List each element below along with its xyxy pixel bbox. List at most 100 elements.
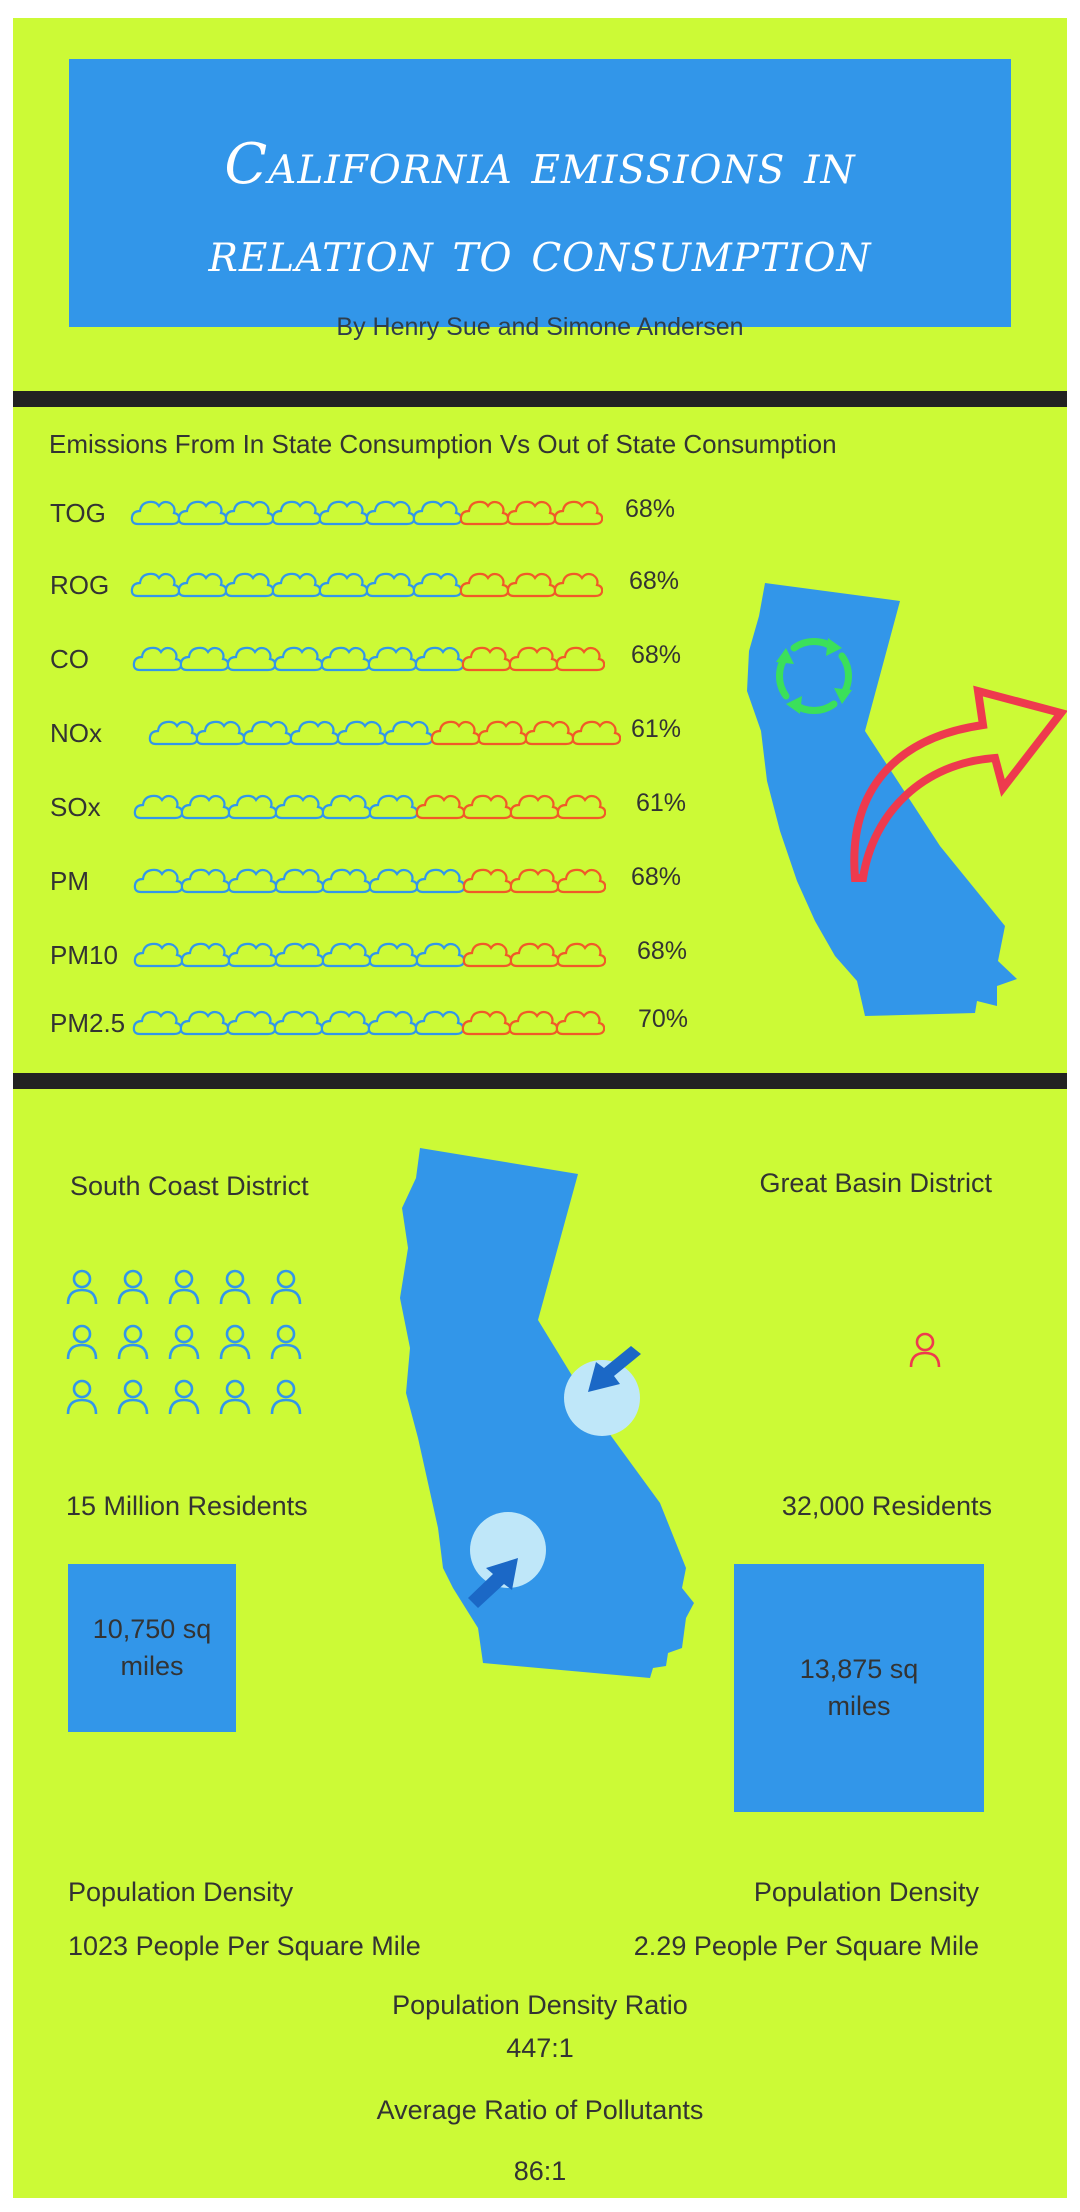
cloud-icon-in-state [226,646,276,672]
cloud-icon-in-state [415,942,465,968]
emission-label-pm10: PM10 [50,940,118,970]
cloud-icon-in-state [412,572,462,598]
cloud-icon-out-of-state [477,720,527,746]
person-icon [270,1379,302,1415]
emission-percent-pm25: 70% [638,1005,689,1033]
cloud-icon-in-state [274,794,324,820]
cloud-icon-in-state [271,572,321,598]
cloud-icon-in-state [274,942,324,968]
cloud-icon-in-state [383,720,433,746]
emission-label-sox: SOx [50,792,101,822]
south-coast-density-value: 1023 People Per Square Mile [68,1931,421,1961]
cloud-icon-out-of-state [462,942,512,968]
cloud-icon-out-of-state [509,794,559,820]
emission-percent-nox: 61% [631,715,682,743]
south-coast-area: 10,750 sq miles [92,1614,212,1681]
person-icon [168,1324,200,1360]
cloud-icon-in-state [274,868,324,894]
emission-label-pm25: PM2.5 [50,1008,126,1038]
page-title: California emissions in relation to cons… [208,132,872,285]
great-basin-residents-icons [908,1331,944,1371]
cloud-icon-in-state [412,500,462,526]
cloud-icon-in-state [133,794,183,820]
cloud-icon-in-state [242,720,292,746]
cloud-icon-in-state [415,868,465,894]
cloud-icon-out-of-state [509,868,559,894]
cloud-icon-out-of-state [461,1010,511,1036]
great-basin-area-square: 13,875 sq miles [734,1564,984,1812]
cloud-icon-in-state [224,500,274,526]
person-icon [219,1269,251,1305]
cloud-icon-out-of-state [415,794,465,820]
cloud-icon-out-of-state [461,646,511,672]
cloud-icon-in-state [180,868,230,894]
emission-percent-co: 68% [631,641,682,669]
cloud-icon-out-of-state [462,794,512,820]
cloud-icon-in-state [148,720,198,746]
great-basin-name: Great Basin District [759,1168,992,1198]
person-icon [270,1324,302,1360]
great-basin-area: 13,875 sq miles [799,1654,919,1721]
section-divider-middle [13,1073,1067,1089]
pollutant-ratio-label: Average Ratio of Pollutants [376,2095,704,2125]
cloud-icon-out-of-state [462,868,512,894]
recycle-arrows-icon [776,638,852,714]
cloud-icon-in-state [224,572,274,598]
cloud-icon-in-state [321,794,371,820]
person-icon [909,1332,941,1368]
cloud-icon-in-state [336,720,386,746]
cloud-icon-in-state [367,646,417,672]
south-coast-residents: 15 Million Residents [66,1491,308,1521]
cloud-icon-in-state [227,794,277,820]
cloud-icon-out-of-state [556,868,606,894]
person-icon [219,1324,251,1360]
cloud-icon-in-state [321,942,371,968]
density-ratio-value: 447:1 [506,2033,574,2063]
person-icon [219,1379,251,1415]
cloud-icon-in-state [133,868,183,894]
cloud-icon-in-state [180,942,230,968]
cloud-icon-in-state [180,794,230,820]
cloud-icon-in-state [318,572,368,598]
cloud-icon-in-state [132,1010,182,1036]
cloud-icon-in-state [273,1010,323,1036]
cloud-icon-out-of-state [556,942,606,968]
person-icon [117,1379,149,1415]
south-coast-area-square: 10,750 sq miles [68,1564,236,1732]
cloud-icon-in-state [179,646,229,672]
cloud-icon-in-state [321,868,371,894]
cloud-icon-out-of-state [571,720,621,746]
emission-label-co: CO [50,644,89,674]
cloud-icon-in-state [414,1010,464,1036]
person-icon [66,1269,98,1305]
cloud-icon-in-state [365,572,415,598]
emission-percent-rog: 68% [629,567,680,595]
emission-label-nox: NOx [50,718,102,748]
cloud-icon-out-of-state [555,1010,605,1036]
cloud-icon-in-state [179,1010,229,1036]
person-icon [117,1324,149,1360]
emission-percent-sox: 61% [636,789,687,817]
california-map-icon [400,1148,694,1678]
infographic-page: California emissions in relation to cons… [13,18,1067,2198]
south-coast-residents-icons [65,1268,335,1448]
cloud-icon-out-of-state [555,646,605,672]
cloud-icon-in-state [320,1010,370,1036]
cloud-icon-out-of-state [524,720,574,746]
cloud-icon-out-of-state [506,500,556,526]
emissions-section-title: Emissions From In State Consumption Vs O… [49,429,837,459]
cloud-icon-in-state [368,868,418,894]
cloud-icon-out-of-state [508,646,558,672]
cloud-icon-out-of-state [553,572,603,598]
emission-label-pm: PM [50,866,89,896]
cloud-icon-in-state [130,572,180,598]
cloud-icon-in-state [365,500,415,526]
person-icon [117,1269,149,1305]
cloud-icon-in-state [226,1010,276,1036]
cloud-icon-out-of-state [553,500,603,526]
cloud-icon-in-state [271,500,321,526]
great-basin-density-value: 2.29 People Per Square Mile [633,1931,979,1961]
cloud-icon-out-of-state [509,942,559,968]
cloud-icon-in-state [227,942,277,968]
cloud-icon-in-state [367,1010,417,1036]
